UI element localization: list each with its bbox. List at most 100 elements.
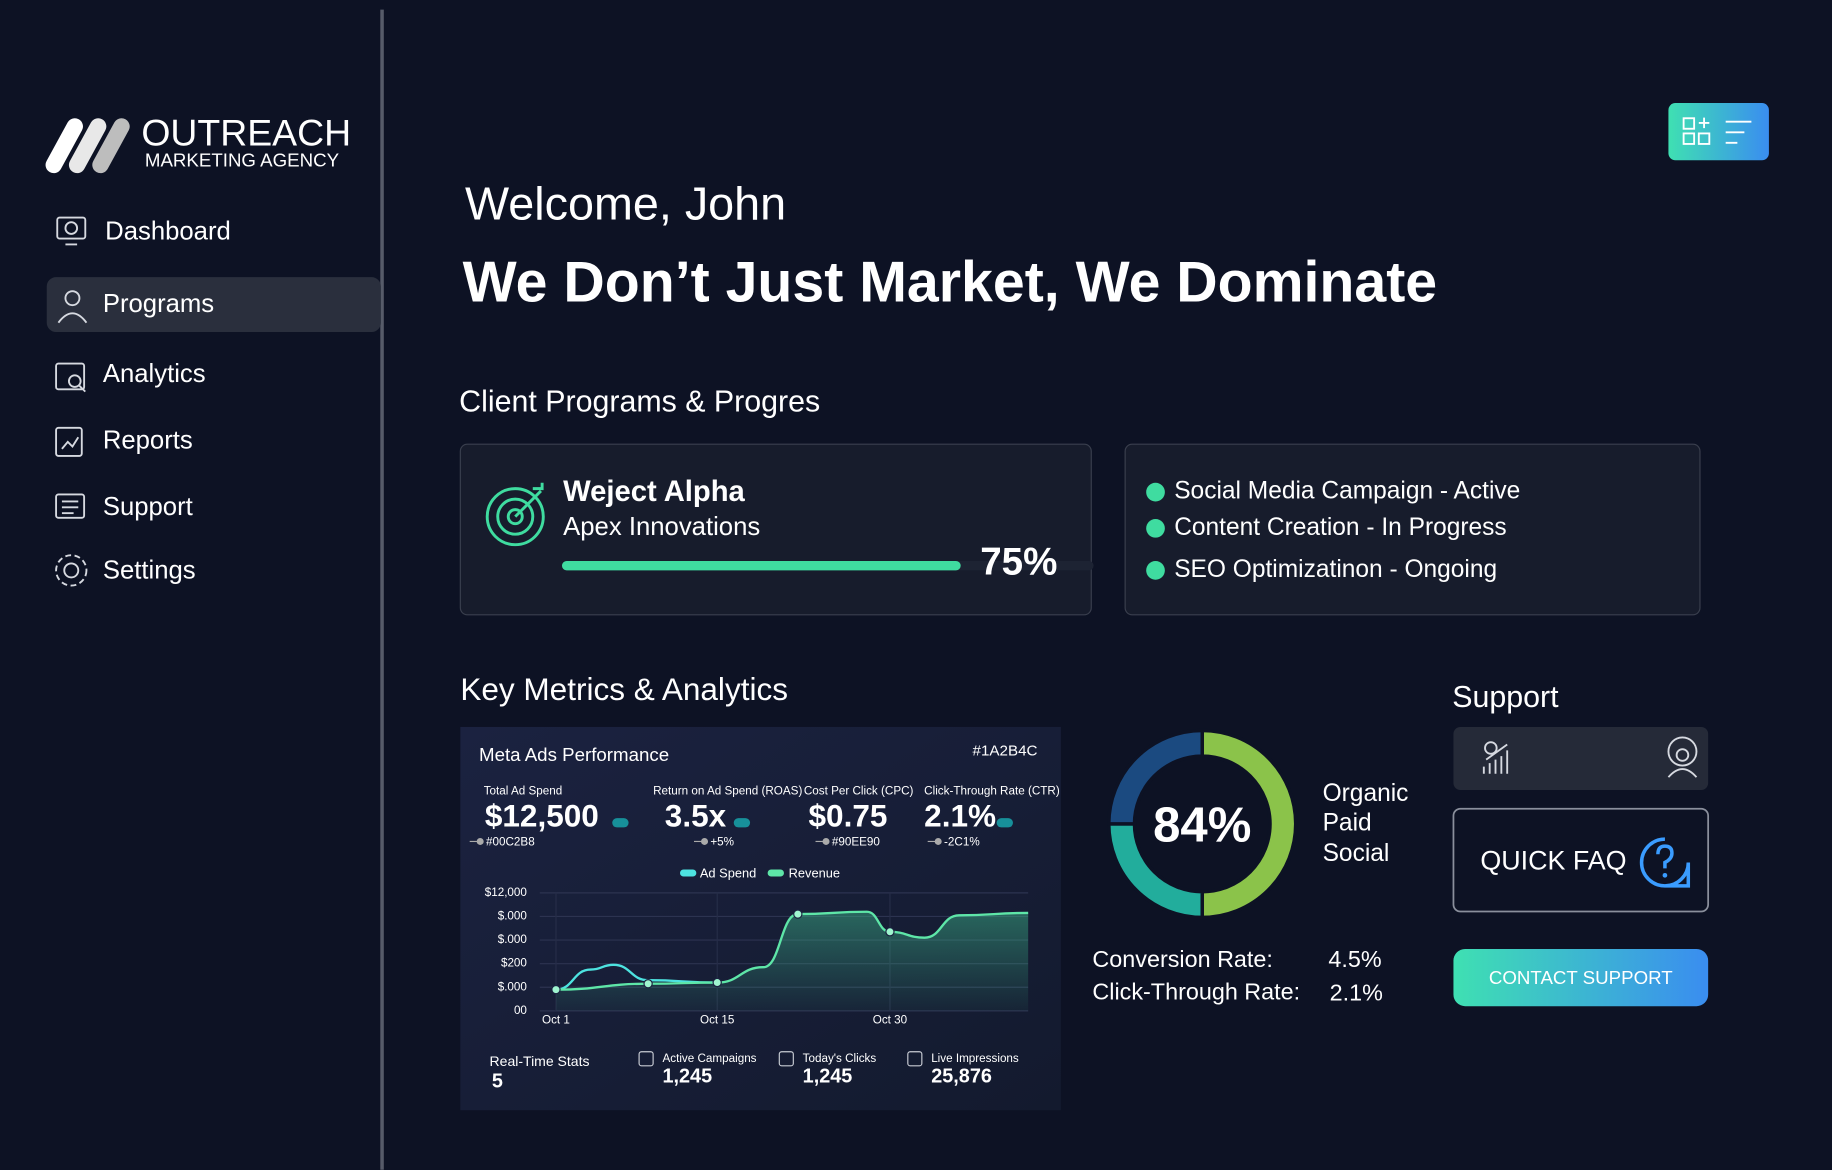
nav-item[interactable]: Support	[103, 493, 193, 521]
donut-legend: Organic	[1323, 780, 1409, 807]
stat-value: 25,876	[931, 1066, 992, 1088]
target-icon	[485, 482, 545, 547]
status-text: SEO Optimizatinon - Ongoing	[1174, 556, 1497, 583]
nav-item[interactable]: Analytics	[103, 360, 206, 388]
kpi-trend-dot	[934, 837, 942, 845]
x-tick-label: Oct 30	[873, 1013, 908, 1026]
brand: OUTREACH	[141, 112, 351, 154]
rate-value: 2.1%	[1330, 980, 1383, 1006]
section-title: Support	[1452, 681, 1559, 714]
section-title: Client Programs & Progres	[459, 385, 820, 418]
status-card	[1124, 443, 1701, 616]
point	[712, 977, 722, 988]
nav: Dashboard Programs Analytics Reports Support…	[46, 218, 381, 584]
rate-label: Click-Through Rate:	[1092, 979, 1300, 1005]
support-icons	[1453, 726, 1709, 791]
kpi-badge	[996, 818, 1013, 828]
kpi-trend-dot	[476, 837, 484, 845]
stat-value: 1,245	[803, 1066, 853, 1088]
contact-label: CONTACT SUPPORT	[1489, 967, 1673, 988]
donut-legend: Social	[1323, 840, 1390, 867]
x-tick-label: Oct 15	[700, 1013, 734, 1026]
kpi-sub: +5%	[710, 836, 734, 849]
line	[555, 910, 1029, 991]
rates: Conversion Rate: 4.5% Click-Through Rate: 2…	[1092, 946, 1382, 1006]
stat-icon	[638, 1051, 654, 1067]
stats-count: 5	[492, 1070, 503, 1092]
panel-code: #1A2B4C	[973, 743, 1038, 760]
donut-segment	[1200, 728, 1298, 920]
nav-label: Support	[103, 493, 193, 521]
kpi-value: 3.5x	[665, 797, 727, 833]
kpi-label: Click-Through Rate (CTR)	[924, 784, 1060, 797]
rate-value: 4.5%	[1328, 946, 1381, 972]
point	[643, 979, 653, 989]
program-name: Weject Alpha	[563, 476, 745, 508]
program-card	[459, 443, 1092, 616]
status-list: Social Media Campaign - Active Content Cr…	[1146, 478, 1520, 583]
kpi-label: Return on Ad Spend (ROAS)	[653, 784, 802, 797]
line	[555, 963, 718, 991]
kpis: Total Ad Spend$12,500 #00C2B8 Return on Ad…	[469, 784, 1060, 849]
nav-label: Dashboard	[105, 218, 231, 246]
tagline: MARKETING AGENCY	[145, 149, 340, 170]
stat-label: Live Impressions	[931, 1052, 1019, 1065]
stat-icon	[778, 1051, 794, 1067]
point	[551, 984, 561, 995]
kpi-trend-dot	[822, 837, 830, 845]
x-tick-label: Oct 1	[542, 1013, 570, 1026]
nav-label: Programs	[103, 290, 214, 318]
donut-legend: Paid	[1323, 809, 1372, 836]
kpi-sub: #90EE90	[832, 836, 881, 849]
y-tick-label: $.000	[498, 980, 528, 993]
nav-label: Reports	[103, 427, 193, 455]
point	[793, 909, 803, 919]
contact-button[interactable]: CONTACT SUPPORT	[1453, 948, 1709, 1007]
y-tick-label: $12,000	[485, 886, 528, 899]
support-icon[interactable]	[1667, 736, 1698, 778]
legend-swatch	[679, 869, 697, 877]
progress-bar	[561, 561, 961, 571]
nav-active	[46, 277, 381, 333]
y-tick-label: 00	[514, 1004, 527, 1017]
stats-title: Real-Time Stats	[490, 1053, 590, 1069]
status-text: Social Media Campaign - Active	[1174, 478, 1520, 505]
kpi-value: $12,500	[485, 797, 599, 833]
faq-label: QUICK FAQ	[1480, 846, 1626, 876]
menu-button[interactable]	[1668, 103, 1769, 161]
rate-label: Conversion Rate:	[1092, 946, 1272, 972]
donut-center: 84%	[1153, 799, 1251, 853]
point	[885, 927, 895, 937]
nav-label: Settings	[103, 556, 196, 584]
panel-title: Meta Ads Performance	[479, 744, 669, 765]
nav-item[interactable]: Reports	[103, 427, 193, 455]
nav-item[interactable]: Settings	[103, 556, 196, 584]
y-tick-label: $.000	[498, 933, 528, 946]
y-tick-label: $200	[501, 957, 527, 970]
section-title: Key Metrics & Analytics	[460, 671, 788, 707]
nav-label: Analytics	[103, 360, 206, 388]
headline: We Don’t Just Market, We Dominate	[463, 251, 1437, 315]
status-text: Content Creation - In Progress	[1174, 514, 1506, 541]
logo-mark	[45, 118, 130, 174]
kpi-label: Cost Per Click (CPC)	[804, 784, 914, 797]
kpi-value: 2.1%	[924, 797, 996, 833]
stat-label: Today's Clicks	[803, 1052, 877, 1065]
nav-icons	[55, 216, 88, 587]
support-icon[interactable]	[1482, 741, 1509, 774]
progress-label: 75%	[980, 541, 1057, 584]
faq-button[interactable]: QUICK FAQ	[1452, 807, 1710, 913]
kpi-label: Total Ad Spend	[484, 784, 563, 797]
legend-label: Ad Spend	[700, 866, 756, 881]
legend-swatch	[767, 869, 784, 877]
kpi-badge	[612, 818, 629, 828]
stat-icon	[907, 1051, 923, 1067]
status-dot	[1146, 518, 1165, 538]
nav-item[interactable]: Programs	[46, 277, 381, 333]
status-dot	[1146, 482, 1165, 502]
nav-item[interactable]: Dashboard	[105, 218, 231, 246]
